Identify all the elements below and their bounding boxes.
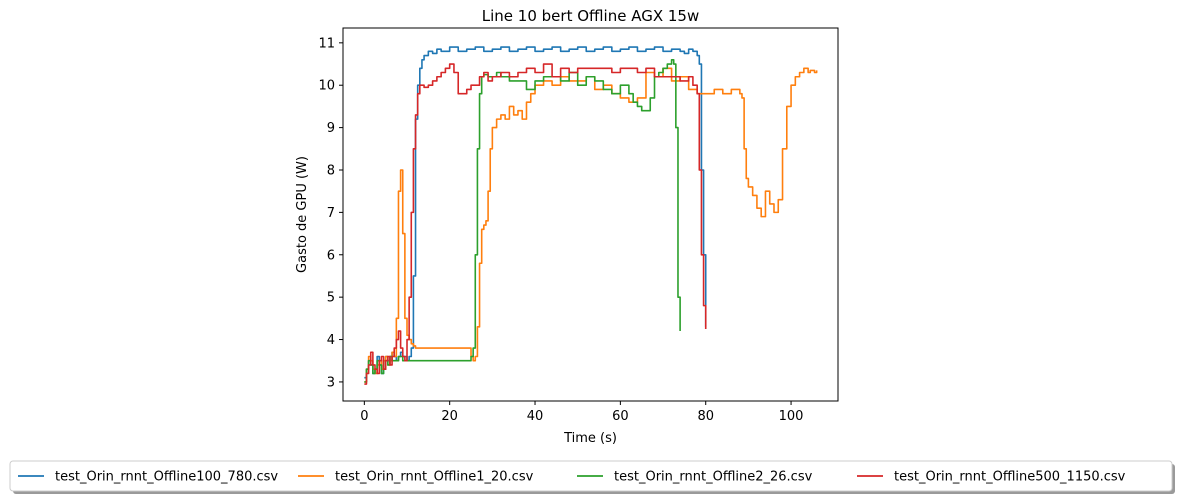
series-line-1	[364, 46, 707, 379]
legend: test_Orin_rnnt_Offline100_780.csv test_Or…	[9, 460, 1175, 494]
y-tick-label: 5	[327, 291, 335, 306]
x-tick-label: 40	[527, 409, 544, 424]
y-tick-label: 9	[327, 121, 335, 136]
plot-frame	[342, 27, 839, 402]
x-tick-label: 20	[441, 409, 458, 424]
x-tick-label: 80	[697, 409, 714, 424]
legend-label-4: test_Orin_rnnt_Offline500_1150.csv	[894, 470, 1126, 485]
y-tick-label: 4	[327, 333, 335, 348]
x-tick-label: 0	[360, 409, 368, 424]
series-line-2	[364, 67, 818, 383]
legend-label-2: test_Orin_rnnt_Offline1_20.csv	[335, 470, 534, 485]
y-tick-label: 6	[327, 248, 335, 263]
y-axis-ticks: 3 4 5 6 7 8 9 10 11	[318, 36, 343, 390]
y-tick-label: 10	[318, 79, 335, 94]
y-tick-label: 7	[327, 206, 335, 221]
x-tick-label: 60	[612, 409, 629, 424]
y-axis-label: Gasto de GPU (W)	[295, 156, 310, 273]
legend-label-1: test_Orin_rnnt_Offline100_780.csv	[55, 470, 278, 485]
x-tick-label: 100	[779, 409, 804, 424]
series-layer	[364, 46, 818, 385]
x-axis-label: Time (s)	[563, 431, 617, 446]
y-tick-label: 3	[327, 375, 335, 390]
series-line-4	[364, 63, 707, 385]
y-tick-label: 11	[318, 36, 335, 51]
legend-label-3: test_Orin_rnnt_Offline2_26.csv	[614, 470, 813, 485]
x-axis-ticks: 0 20 40 60 80 100	[360, 401, 803, 424]
chart-title: Line 10 bert Offline AGX 15w	[482, 7, 699, 25]
y-tick-label: 8	[327, 163, 335, 178]
